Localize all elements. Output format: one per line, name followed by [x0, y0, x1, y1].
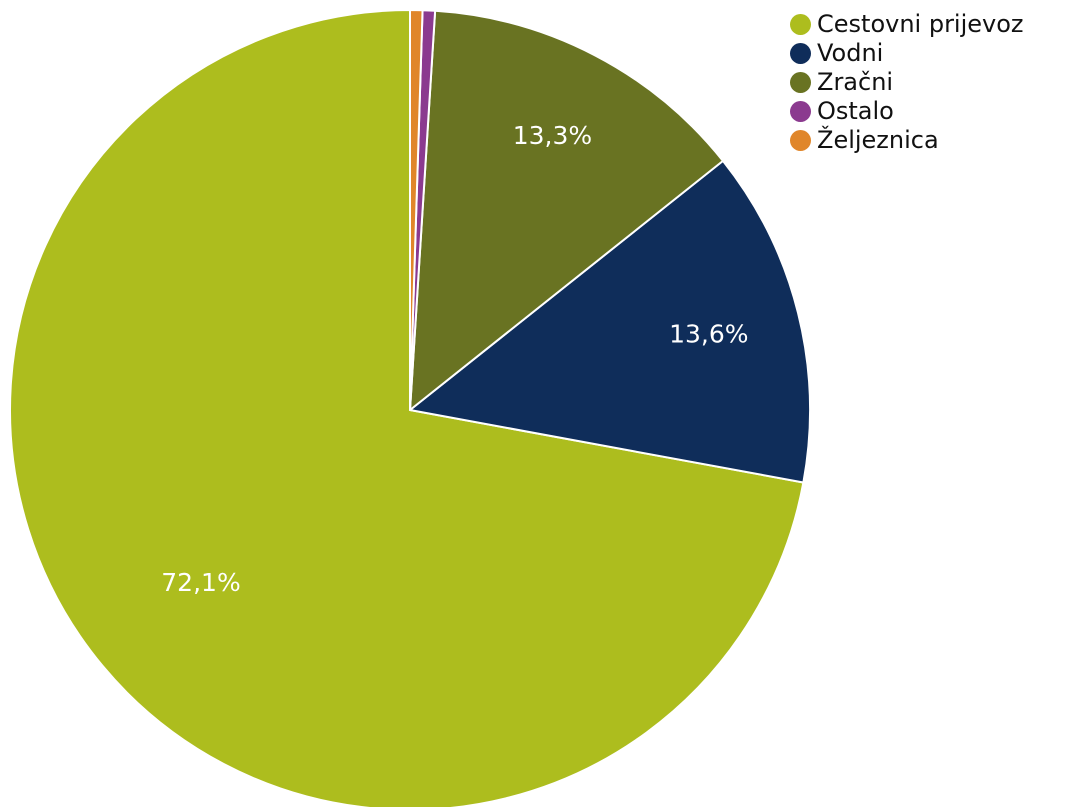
legend-item-zracni: Zračni [790, 68, 1024, 97]
legend-label: Zračni [817, 68, 894, 96]
data-label-zracni: 13,3% [513, 121, 592, 150]
chart-legend: Cestovni prijevoz Vodni Zračni Ostalo Že… [790, 10, 1024, 155]
legend-item-zeljeznica: Željeznica [790, 126, 1024, 155]
legend-label: Cestovni prijevoz [817, 10, 1024, 38]
legend-swatch [790, 72, 811, 93]
legend-item-cestovni-prijevoz: Cestovni prijevoz [790, 10, 1024, 39]
pie-slice-cestovni-prijevoz [9, 9, 805, 807]
pie-slice-vodni [409, 159, 811, 484]
legend-label: Vodni [817, 39, 884, 67]
pie-slice-zracni [409, 9, 724, 411]
legend-swatch [790, 101, 811, 122]
legend-swatch [790, 43, 811, 64]
legend-item-vodni: Vodni [790, 39, 1024, 68]
legend-item-ostalo: Ostalo [790, 97, 1024, 126]
legend-label: Ostalo [817, 97, 894, 125]
legend-swatch [790, 14, 811, 35]
data-label-cestovni-prijevoz: 72,1% [161, 568, 240, 597]
data-label-vodni: 13,6% [669, 319, 748, 348]
legend-label: Željeznica [817, 126, 939, 154]
legend-swatch [790, 130, 811, 151]
pie-slice-zeljeznica [409, 9, 424, 411]
